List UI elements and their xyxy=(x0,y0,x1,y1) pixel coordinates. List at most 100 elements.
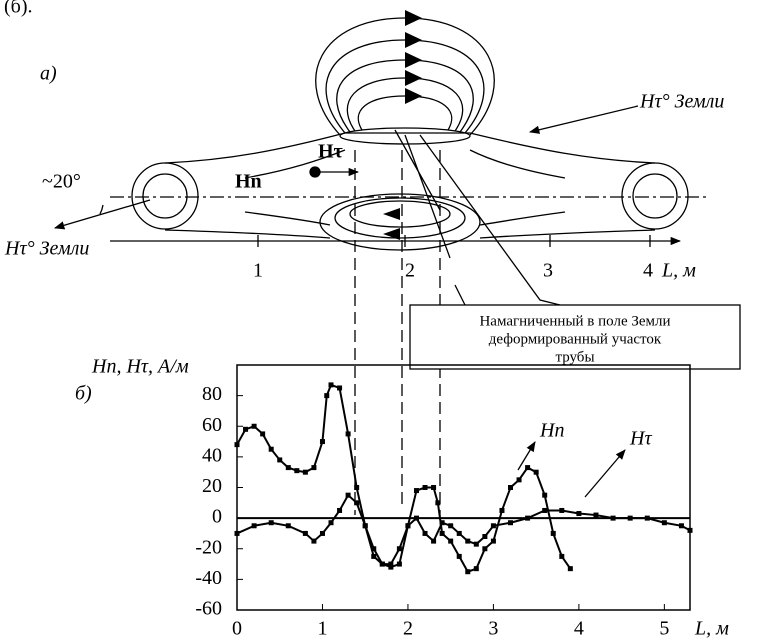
point xyxy=(474,566,479,571)
point xyxy=(628,516,633,521)
point xyxy=(320,439,325,444)
point xyxy=(465,569,470,574)
point xyxy=(388,562,393,567)
point xyxy=(269,447,274,452)
point xyxy=(346,493,351,498)
x-tick-label: 1 xyxy=(317,618,327,640)
point xyxy=(431,539,436,544)
point xyxy=(576,511,581,516)
point xyxy=(508,485,513,490)
point xyxy=(457,554,462,559)
point xyxy=(303,531,308,536)
callout-text: деформированный участок xyxy=(489,331,662,347)
ruler-label: 2 xyxy=(405,260,415,282)
x-tick-label: 0 xyxy=(232,618,242,640)
y-tick-label: 40 xyxy=(202,444,222,466)
point xyxy=(354,500,359,505)
legend-arrow xyxy=(585,450,625,497)
point xyxy=(482,534,487,539)
x-tick-label: 4 xyxy=(574,618,584,640)
point xyxy=(294,468,299,473)
figure: (б). а) Hτ° Земли Hτ° Земл xyxy=(0,0,757,641)
point xyxy=(277,457,282,462)
point xyxy=(397,546,402,551)
point xyxy=(662,520,667,525)
angle-label: ~20° xyxy=(42,171,81,193)
pipe-end xyxy=(633,174,677,218)
point xyxy=(380,562,385,567)
field-arrow xyxy=(55,200,150,228)
pipe-end xyxy=(622,163,688,229)
ruler-axis-label: L, м xyxy=(661,260,696,282)
point xyxy=(235,531,240,536)
pipe-bottom xyxy=(165,230,655,238)
field-arrow xyxy=(530,106,638,132)
point xyxy=(474,542,479,547)
point xyxy=(482,546,487,551)
point xyxy=(440,531,445,536)
point xyxy=(286,465,291,470)
callout-text: Намагниченный в поле Земли xyxy=(479,313,670,329)
point xyxy=(354,485,359,490)
point xyxy=(679,523,684,528)
point xyxy=(337,508,342,513)
pipe-end xyxy=(143,174,187,218)
point xyxy=(235,442,240,447)
callout-lines xyxy=(395,130,560,305)
point xyxy=(329,520,334,525)
point xyxy=(405,523,410,528)
callout-text: трубы xyxy=(555,349,594,365)
point xyxy=(645,516,650,521)
plot-frame xyxy=(237,365,690,610)
point xyxy=(397,562,402,567)
y-tick-label: 20 xyxy=(202,475,222,497)
point xyxy=(423,485,428,490)
point xyxy=(431,485,436,490)
point xyxy=(534,470,539,475)
y-tick-label: 80 xyxy=(202,383,222,405)
point xyxy=(252,424,257,429)
point xyxy=(499,508,504,513)
point xyxy=(688,528,693,533)
point xyxy=(286,523,291,528)
point xyxy=(329,382,334,387)
point xyxy=(363,523,368,528)
point xyxy=(440,520,445,525)
point xyxy=(414,516,419,521)
point xyxy=(311,465,316,470)
point xyxy=(260,431,265,436)
y-tick-label: -40 xyxy=(195,567,222,589)
point xyxy=(337,385,342,390)
point xyxy=(269,520,274,525)
panel-label: б) xyxy=(75,383,92,405)
point xyxy=(491,523,496,528)
ruler-label: 3 xyxy=(543,260,553,282)
y-tick-label: 0 xyxy=(212,506,222,528)
ruler-label: 4 xyxy=(643,260,653,282)
point xyxy=(311,539,316,544)
field-label: Hτ° Земли xyxy=(4,238,89,260)
point xyxy=(448,523,453,528)
x-tick-label: 5 xyxy=(659,618,669,640)
point xyxy=(465,539,470,544)
point xyxy=(559,508,564,513)
ruler-label: 1 xyxy=(253,260,263,282)
y-tick-label: 60 xyxy=(202,414,222,436)
vector-label: Hn xyxy=(235,171,262,193)
point xyxy=(568,566,573,571)
point xyxy=(551,531,556,536)
point xyxy=(542,493,547,498)
y-axis-label: Hn, Hτ, А/м xyxy=(91,356,189,378)
point xyxy=(593,513,598,518)
point xyxy=(448,539,453,544)
panel-label: а) xyxy=(40,63,57,85)
series-line xyxy=(237,495,690,564)
vector-label: Hτ xyxy=(318,141,343,163)
point xyxy=(559,554,564,559)
point xyxy=(423,531,428,536)
point xyxy=(324,393,329,398)
point xyxy=(611,516,616,521)
x-axis-label: L, м xyxy=(694,618,729,640)
point xyxy=(542,508,547,513)
point xyxy=(491,539,496,544)
